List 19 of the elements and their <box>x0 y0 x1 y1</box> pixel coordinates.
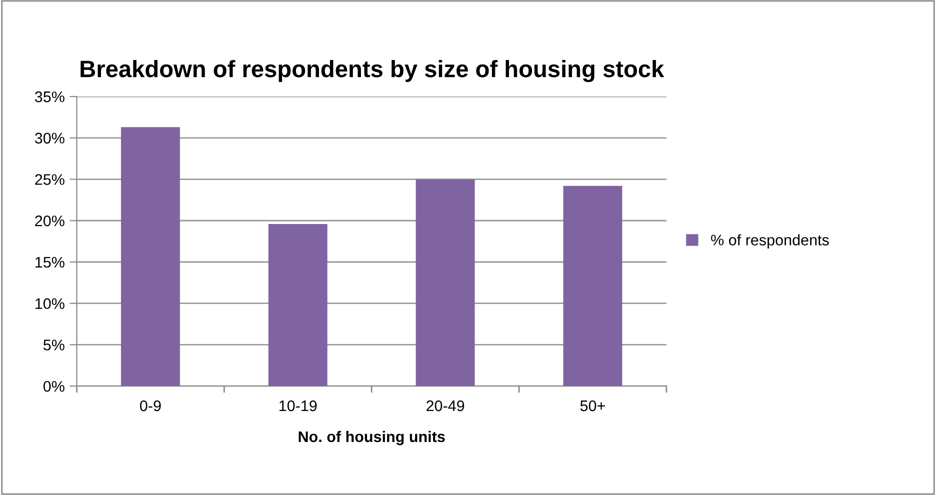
y-tick-label: 20% <box>35 215 64 226</box>
x-tick-label: 50+ <box>580 400 605 412</box>
y-tick-label: 25% <box>35 174 64 185</box>
x-tick-label: 20-49 <box>426 400 464 412</box>
y-tick-label: 15% <box>36 256 64 268</box>
y-tick-label: 30% <box>34 132 64 144</box>
x-tick-label: 0-9 <box>140 400 161 412</box>
y-tick-label: 5% <box>43 340 64 350</box>
bar <box>563 186 622 386</box>
bar <box>120 127 180 386</box>
x-axis-title: No. of housing units <box>298 430 445 446</box>
y-tick-label: 0% <box>43 380 64 392</box>
legend-label: % of respondents <box>711 234 829 248</box>
chart-title: Breakdown of respondents by size of housing stock <box>80 60 664 82</box>
x-tick-label: 10-19 <box>280 400 317 412</box>
y-tick-label: 35% <box>34 91 64 102</box>
bar <box>416 179 475 386</box>
y-tick-label: 10% <box>36 298 64 310</box>
bar <box>268 224 328 386</box>
